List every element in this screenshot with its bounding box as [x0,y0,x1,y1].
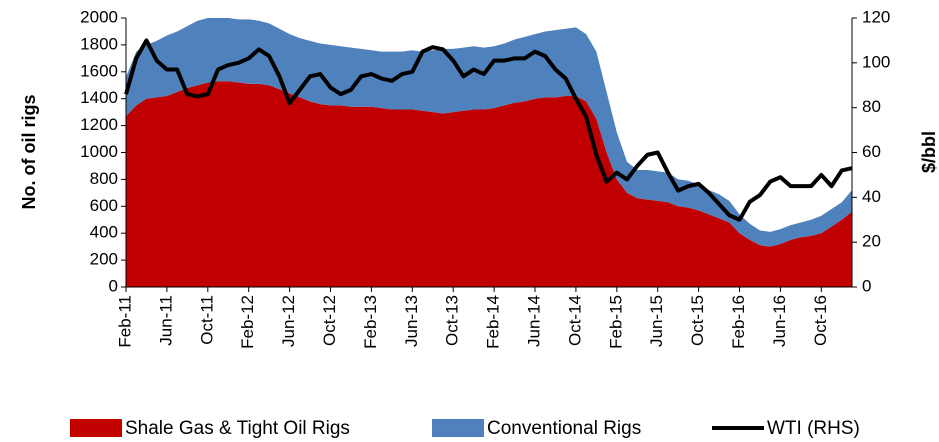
y-tick-label: 1800 [80,34,118,53]
x-tick-label: Feb-13 [361,295,380,349]
x-tick-label: Feb-14 [484,295,503,349]
y-tick-label: 1000 [80,142,118,161]
x-tick-label: Jun-15 [647,295,666,347]
x-tick-label: Oct-12 [320,295,339,346]
legend-label: Shale Gas & Tight Oil Rigs [125,418,350,439]
y2-tick-label: 120 [862,7,890,26]
x-tick-label: Jun-16 [770,295,789,347]
x-tick-label: Oct-11 [197,295,216,345]
x-tick-label: Oct-15 [688,295,707,346]
x-tick-label: Feb-11 [115,295,134,348]
area [126,81,852,287]
x-tick-label: Feb-16 [729,295,748,349]
y2-tick-label: 60 [862,142,881,161]
y-tick-label: 1400 [80,88,118,107]
y-tick-label: 2000 [80,7,118,26]
x-tick-label: Jun-11 [156,295,175,346]
y-axis-title: No. of oil rigs [19,95,39,210]
x-tick-label: Oct-14 [565,295,584,346]
y-tick-label: 200 [90,250,118,269]
x-tick-label: Feb-12 [238,295,257,349]
y-tick-label: 400 [90,223,118,242]
y-tick-label: 600 [90,196,118,215]
y2-tick-label: 80 [862,97,881,116]
x-tick-label: Jun-14 [524,295,543,347]
y2-axis-title: $/bbl [919,131,939,173]
line [124,38,853,222]
y2-tick-label: 100 [862,52,890,71]
legend-swatch [432,419,484,437]
legend-label: Conventional Rigs [487,418,641,439]
y-tick-label: 1200 [80,115,118,134]
x-tick-label: Jun-13 [402,295,421,347]
x-tick-label: Oct-16 [811,295,830,346]
x-tick-label: Oct-13 [443,295,462,346]
x-tick-label: Feb-15 [606,295,625,349]
y2-tick-label: 40 [862,187,881,206]
legend-swatch [70,419,122,437]
y-tick-label: 0 [109,276,118,295]
y-tick-label: 1600 [80,61,118,80]
y-tick-label: 800 [90,169,118,188]
x-tick-label: Jun-12 [279,295,298,347]
area [126,18,852,247]
y2-tick-label: 20 [862,232,881,251]
legend-label: WTI (RHS) [767,418,860,439]
y2-tick-label: 0 [862,276,871,295]
